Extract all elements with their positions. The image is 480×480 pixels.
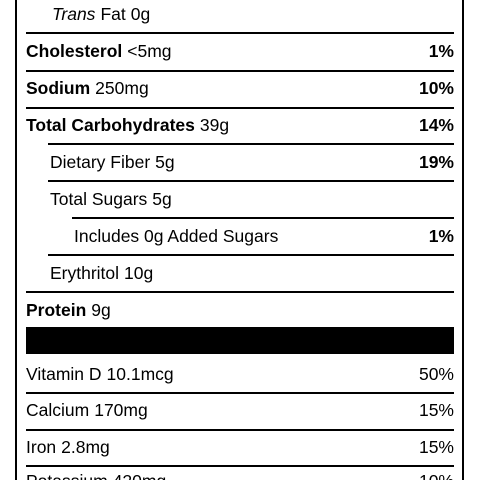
nutrient-name: Sodium [26, 78, 91, 98]
vitamin-label: Iron 2.8mg [26, 437, 110, 458]
nutrient-label: Erythritol 10g [50, 263, 153, 284]
daily-value-percent: 19% [418, 152, 454, 172]
daily-value-percent: 10% [418, 78, 454, 98]
nutrient-name: Cholesterol [26, 41, 123, 61]
nutrient-row-erythritol: Erythritol 10g [50, 263, 454, 284]
vitamin-label: Potassium 420mg [26, 471, 166, 480]
nutrient-amount: 39g [199, 115, 230, 135]
daily-value-percent: 1% [428, 226, 454, 246]
vitamin-amount: 170mg [94, 400, 148, 420]
nutrient-label: Total Sugars 5g [50, 189, 172, 210]
nutrient-label: Trans Fat 0g [52, 4, 150, 25]
nutrient-row-added-sugars: Includes 0g Added Sugars 1% [74, 226, 454, 247]
nutrient-row-cholesterol: Cholesterol <5mg 1% [26, 41, 454, 62]
nutrient-label: Cholesterol <5mg [26, 41, 172, 62]
vitamin-row-iron: Iron 2.8mg 15% [26, 437, 454, 458]
nutrient-label: Dietary Fiber 5g [50, 152, 175, 173]
vitamin-amount: 420mg [113, 471, 167, 480]
vitamin-name: Vitamin D [26, 364, 102, 384]
daily-value-percent: 14% [418, 115, 454, 135]
nutrient-row-sodium: Sodium 250mg 10% [26, 78, 454, 99]
nutrient-row-trans-fat: Trans Fat 0g [52, 4, 454, 25]
daily-value-percent: 50% [418, 364, 454, 384]
nutrient-amount: 5g [155, 152, 175, 172]
nutrient-row-total-carbohydrates: Total Carbohydrates 39g 14% [26, 115, 454, 136]
nutrient-row-total-sugars: Total Sugars 5g [50, 189, 454, 210]
vitamin-label: Vitamin D 10.1mcg [26, 364, 174, 385]
nutrient-label: Total Carbohydrates 39g [26, 115, 229, 136]
divider [26, 291, 454, 293]
divider [26, 107, 454, 109]
daily-value-percent: 15% [418, 437, 454, 457]
nutrient-name: Total Sugars [50, 189, 148, 209]
divider [48, 254, 454, 256]
divider [26, 70, 454, 72]
divider [26, 429, 454, 431]
vitamin-amount: 2.8mg [61, 437, 110, 457]
divider [26, 32, 454, 34]
nutrient-name: Total Carbohydrates [26, 115, 195, 135]
thick-divider-bar [26, 327, 454, 354]
daily-value-percent: 10% [419, 471, 454, 480]
nutrient-amount: 9g [91, 300, 111, 320]
nutrient-name: Protein [26, 300, 87, 320]
nutrient-amount: 0g [130, 4, 151, 24]
nutrient-name: Includes 0g Added Sugars [74, 226, 279, 246]
daily-value-percent: 1% [428, 41, 454, 61]
nutrient-amount: 250mg [95, 78, 149, 98]
nutrient-name-italic: Trans [52, 4, 96, 24]
divider [26, 465, 454, 467]
vitamin-row-potassium: Potassium 420mg 10% [26, 471, 454, 480]
daily-value-percent: 15% [418, 400, 454, 420]
vitamin-row-calcium: Calcium 170mg 15% [26, 400, 454, 421]
vitamin-amount: 10.1mcg [106, 364, 174, 384]
nutrient-amount: <5mg [127, 41, 172, 61]
nutrient-name: Erythritol [50, 263, 120, 283]
nutrient-label: Sodium 250mg [26, 78, 149, 99]
nutrient-name: Fat [100, 4, 126, 24]
nutrient-amount: 10g [124, 263, 154, 283]
vitamin-name: Potassium [26, 471, 108, 480]
vitamin-row-vitamin-d: Vitamin D 10.1mcg 50% [26, 364, 454, 385]
nutrient-amount: 5g [152, 189, 172, 209]
divider [48, 180, 454, 182]
nutrient-label: Includes 0g Added Sugars [74, 226, 278, 247]
vitamin-name: Calcium [26, 400, 90, 420]
nutrition-facts-panel [15, 0, 464, 480]
divider [72, 217, 454, 219]
nutrient-label: Protein 9g [26, 300, 111, 321]
nutrient-row-dietary-fiber: Dietary Fiber 5g 19% [50, 152, 454, 173]
vitamin-name: Iron [26, 437, 57, 457]
nutrient-name: Dietary Fiber [50, 152, 151, 172]
divider [48, 143, 454, 145]
divider [26, 392, 454, 394]
nutrient-row-protein: Protein 9g [26, 300, 454, 321]
vitamin-label: Calcium 170mg [26, 400, 148, 421]
